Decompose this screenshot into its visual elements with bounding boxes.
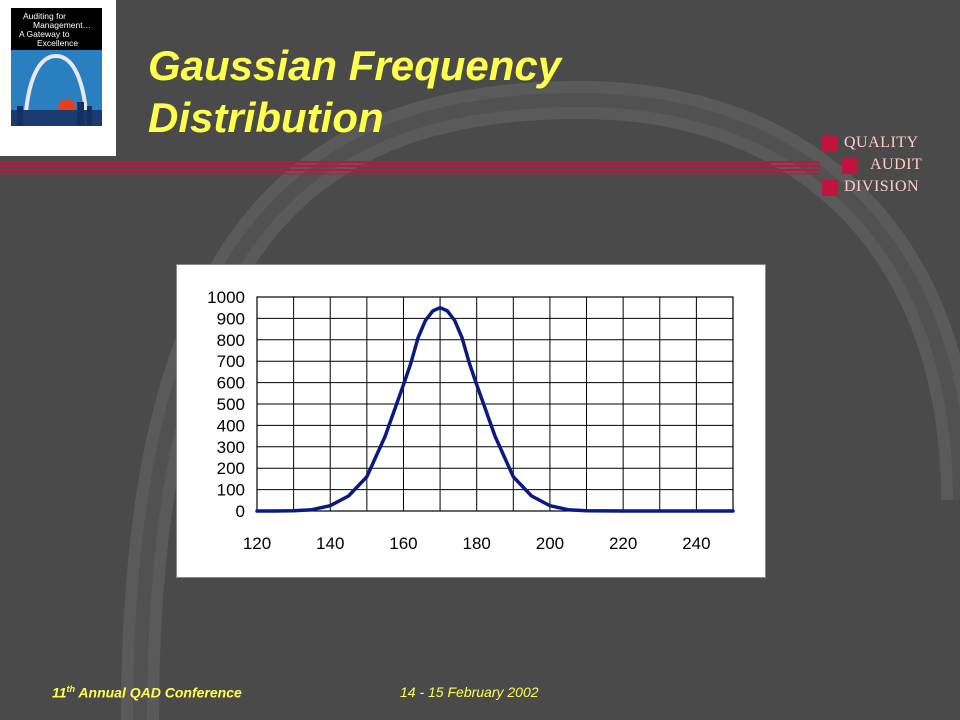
logo-line-2: Management… bbox=[33, 20, 92, 30]
footer-date: 14 - 15 February 2002 bbox=[400, 684, 539, 700]
footer-conference: 11th Annual QAD Conference bbox=[52, 684, 242, 701]
footer-conference-text: Annual QAD Conference bbox=[75, 684, 242, 701]
qad-audit-text: AUDIT bbox=[870, 156, 923, 173]
y-tick-label: 800 bbox=[217, 331, 245, 350]
y-tick-label: 900 bbox=[217, 309, 245, 328]
x-tick-label: 120 bbox=[243, 534, 271, 553]
y-tick-label: 600 bbox=[217, 374, 245, 393]
footer-conference-number: 11 bbox=[52, 684, 67, 701]
qad-row-division: DIVISION bbox=[822, 177, 958, 199]
qad-division-text: DIVISION bbox=[844, 178, 920, 195]
y-tick-label: 200 bbox=[217, 459, 245, 478]
x-tick-label: 200 bbox=[536, 534, 564, 553]
qad-quality-text: QUALITY bbox=[844, 134, 919, 151]
slide-title-line-1: Gaussian Frequency bbox=[148, 42, 562, 89]
logo-line-1: Auditing for bbox=[23, 11, 66, 21]
y-tick-label: 700 bbox=[217, 352, 245, 371]
quality-audit-division-label: QUALITY AUDIT DIVISION bbox=[822, 133, 958, 199]
qad-row-audit: AUDIT bbox=[822, 155, 958, 177]
logo-text: Auditing for Management… A Gateway to Ex… bbox=[15, 12, 102, 48]
slide-title-line-2: Distribution bbox=[148, 94, 384, 141]
gaussian-line-chart: 0 100 200 300 400 500 600 700 800 900 1000 120 140 16… bbox=[207, 288, 735, 553]
logo-line-4: Excellence bbox=[37, 38, 79, 48]
y-tick-label: 500 bbox=[217, 395, 245, 414]
x-tick-label: 160 bbox=[389, 534, 417, 553]
slide-title: Gaussian Frequency Distribution bbox=[148, 40, 788, 144]
logo-panel: Auditing for Management… A Gateway to Ex… bbox=[11, 8, 102, 126]
title-divider-lines bbox=[0, 161, 820, 175]
gateway-arch-icon bbox=[11, 50, 102, 126]
conference-logo: Auditing for Management… A Gateway to Ex… bbox=[0, 0, 116, 156]
y-tick-label: 1000 bbox=[207, 288, 245, 307]
red-square-icon bbox=[842, 158, 858, 174]
footer-conference-sup: th bbox=[66, 684, 76, 694]
series-line bbox=[255, 305, 735, 513]
y-tick-label: 400 bbox=[217, 416, 245, 435]
red-square-icon bbox=[822, 180, 838, 196]
y-tick-label: 300 bbox=[217, 438, 245, 457]
chart-panel: 0 100 200 300 400 500 600 700 800 900 1000 120 140 16… bbox=[176, 264, 766, 578]
y-tick-label: 0 bbox=[236, 502, 245, 521]
logo-line-3: A Gateway to bbox=[19, 29, 70, 39]
x-tick-label: 240 bbox=[682, 534, 710, 553]
x-tick-label: 140 bbox=[316, 534, 344, 553]
x-tick-label: 220 bbox=[609, 534, 637, 553]
qad-row-quality: QUALITY bbox=[822, 133, 958, 155]
x-tick-label: 180 bbox=[463, 534, 491, 553]
red-square-icon bbox=[822, 136, 838, 152]
y-tick-label: 100 bbox=[217, 481, 245, 500]
